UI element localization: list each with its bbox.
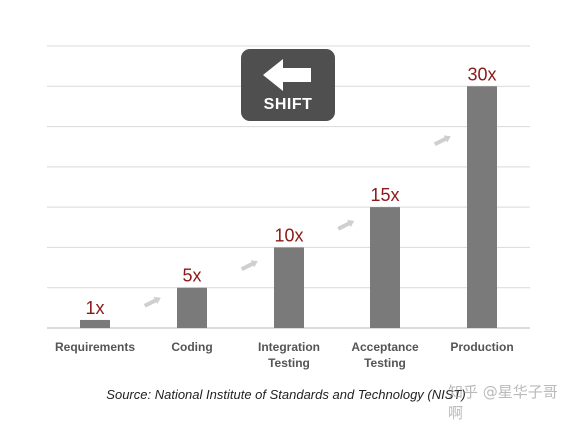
progression-arrow bbox=[433, 135, 451, 147]
category-label: Acceptance bbox=[351, 340, 419, 354]
shift-box: SHIFT bbox=[241, 49, 335, 121]
bar bbox=[177, 287, 207, 328]
data-label: 10x bbox=[274, 225, 303, 245]
bar bbox=[467, 86, 497, 329]
category-label: Production bbox=[450, 340, 513, 354]
label-layer: 1x Requirements 5x Coding 10x Integration Test… bbox=[55, 64, 514, 370]
category-label: Integration bbox=[258, 340, 320, 354]
progression-arrow bbox=[143, 296, 161, 308]
data-label: 5x bbox=[182, 266, 201, 286]
shift-label: SHIFT bbox=[263, 96, 313, 113]
bar-layer bbox=[80, 86, 497, 329]
progression-arrow bbox=[337, 219, 355, 231]
progression-arrows bbox=[143, 135, 451, 308]
bar bbox=[274, 247, 304, 328]
source-caption: Source: National Institute of Standards … bbox=[106, 387, 466, 402]
data-label: 1x bbox=[85, 298, 104, 318]
progression-arrow bbox=[240, 260, 258, 271]
left-arrow-icon bbox=[263, 59, 311, 91]
bar bbox=[80, 319, 110, 328]
data-label: 15x bbox=[370, 185, 399, 205]
category-label: Testing bbox=[364, 356, 406, 370]
watermark: 知乎 @星华子哥啊 bbox=[448, 383, 558, 422]
category-label: Requirements bbox=[55, 340, 135, 354]
category-label: Coding bbox=[171, 340, 212, 354]
data-label: 30x bbox=[467, 64, 496, 84]
bar bbox=[370, 207, 400, 328]
category-label: Testing bbox=[268, 356, 310, 370]
